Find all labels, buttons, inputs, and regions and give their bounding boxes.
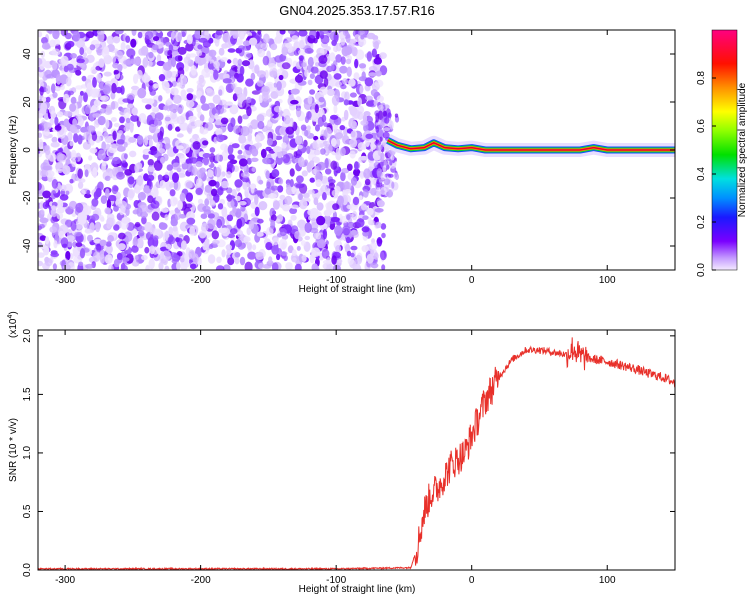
snr-y-ticks: 0.0 0.5 1.0 1.5 2.0 xyxy=(22,328,675,577)
y-tick-label: 2.0 xyxy=(22,328,33,342)
x-tick-label: 0 xyxy=(469,275,475,286)
y-tick-label: 0.0 xyxy=(22,563,33,577)
y-tick-label: 40 xyxy=(22,48,33,60)
snr-y-axis-label: SNR (10 * v/v) xyxy=(8,418,19,482)
snr-panel: -300 -200 -100 0 100 0.0 0.5 1.0 1.5 2.0 Height … xyxy=(7,311,676,595)
heatmap-y-ticks: -40 -20 0 20 40 xyxy=(22,48,675,253)
snr-series-line xyxy=(38,337,675,570)
x-tick-label: 100 xyxy=(599,275,616,286)
x-tick-label: 0 xyxy=(469,575,475,586)
heatmap-noise-layer xyxy=(38,30,400,270)
colorbar-tick-label: 0.2 xyxy=(696,215,707,229)
snr-x-axis-label: Height of straight line (km) xyxy=(299,584,416,595)
y-tick-label: 1.0 xyxy=(22,446,33,460)
x-tick-label: -200 xyxy=(191,275,211,286)
y-tick-label: 0 xyxy=(22,147,33,153)
y-tick-label: 0.5 xyxy=(22,504,33,518)
y-tick-label: -20 xyxy=(22,190,33,205)
colorbar-tick-label: 0.8 xyxy=(696,71,707,85)
x-tick-label: -300 xyxy=(55,575,75,586)
colorbar-ticks: 0.0 0.2 0.4 0.6 0.8 xyxy=(696,71,716,277)
heatmap-signal-layer xyxy=(384,134,675,157)
x-tick-label: -300 xyxy=(55,275,75,286)
y-tick-label: 20 xyxy=(22,96,33,108)
y-tick-label: -40 xyxy=(22,238,33,253)
x-tick-label: 100 xyxy=(599,575,616,586)
figure-title: GN04.2025.353.17.57.R16 xyxy=(279,3,434,18)
x-tick-label: -100 xyxy=(326,575,346,586)
heatmap-y-axis-label: Frequency (Hz) xyxy=(8,116,19,185)
colorbar-label: Normalized spectral amplitude xyxy=(737,82,748,217)
colorbar-gradient xyxy=(712,30,737,270)
colorbar-tick-label: 0.6 xyxy=(696,119,707,133)
x-tick-label: -100 xyxy=(326,275,346,286)
y-tick-label: 1.5 xyxy=(22,387,33,401)
x-tick-label: -200 xyxy=(191,575,211,586)
snr-frame xyxy=(37,329,676,571)
snr-background xyxy=(38,330,675,570)
heatmap-x-axis-label: Height of straight line (km) xyxy=(299,284,416,295)
colorbar-tick-label: 0.4 xyxy=(696,167,707,181)
colorbar-tick-label: 0.0 xyxy=(696,263,707,277)
colorbar-frame xyxy=(711,29,738,271)
heatmap-x-ticks: -300 -200 -100 0 100 xyxy=(55,30,616,286)
snr-scale-label: (x104) xyxy=(7,311,19,338)
snr-x-ticks: -300 -200 -100 0 100 xyxy=(55,330,616,586)
signal-core xyxy=(387,139,675,151)
colorbar: 0.0 0.2 0.4 0.6 0.8 Normalized spectral ampl… xyxy=(696,29,748,277)
